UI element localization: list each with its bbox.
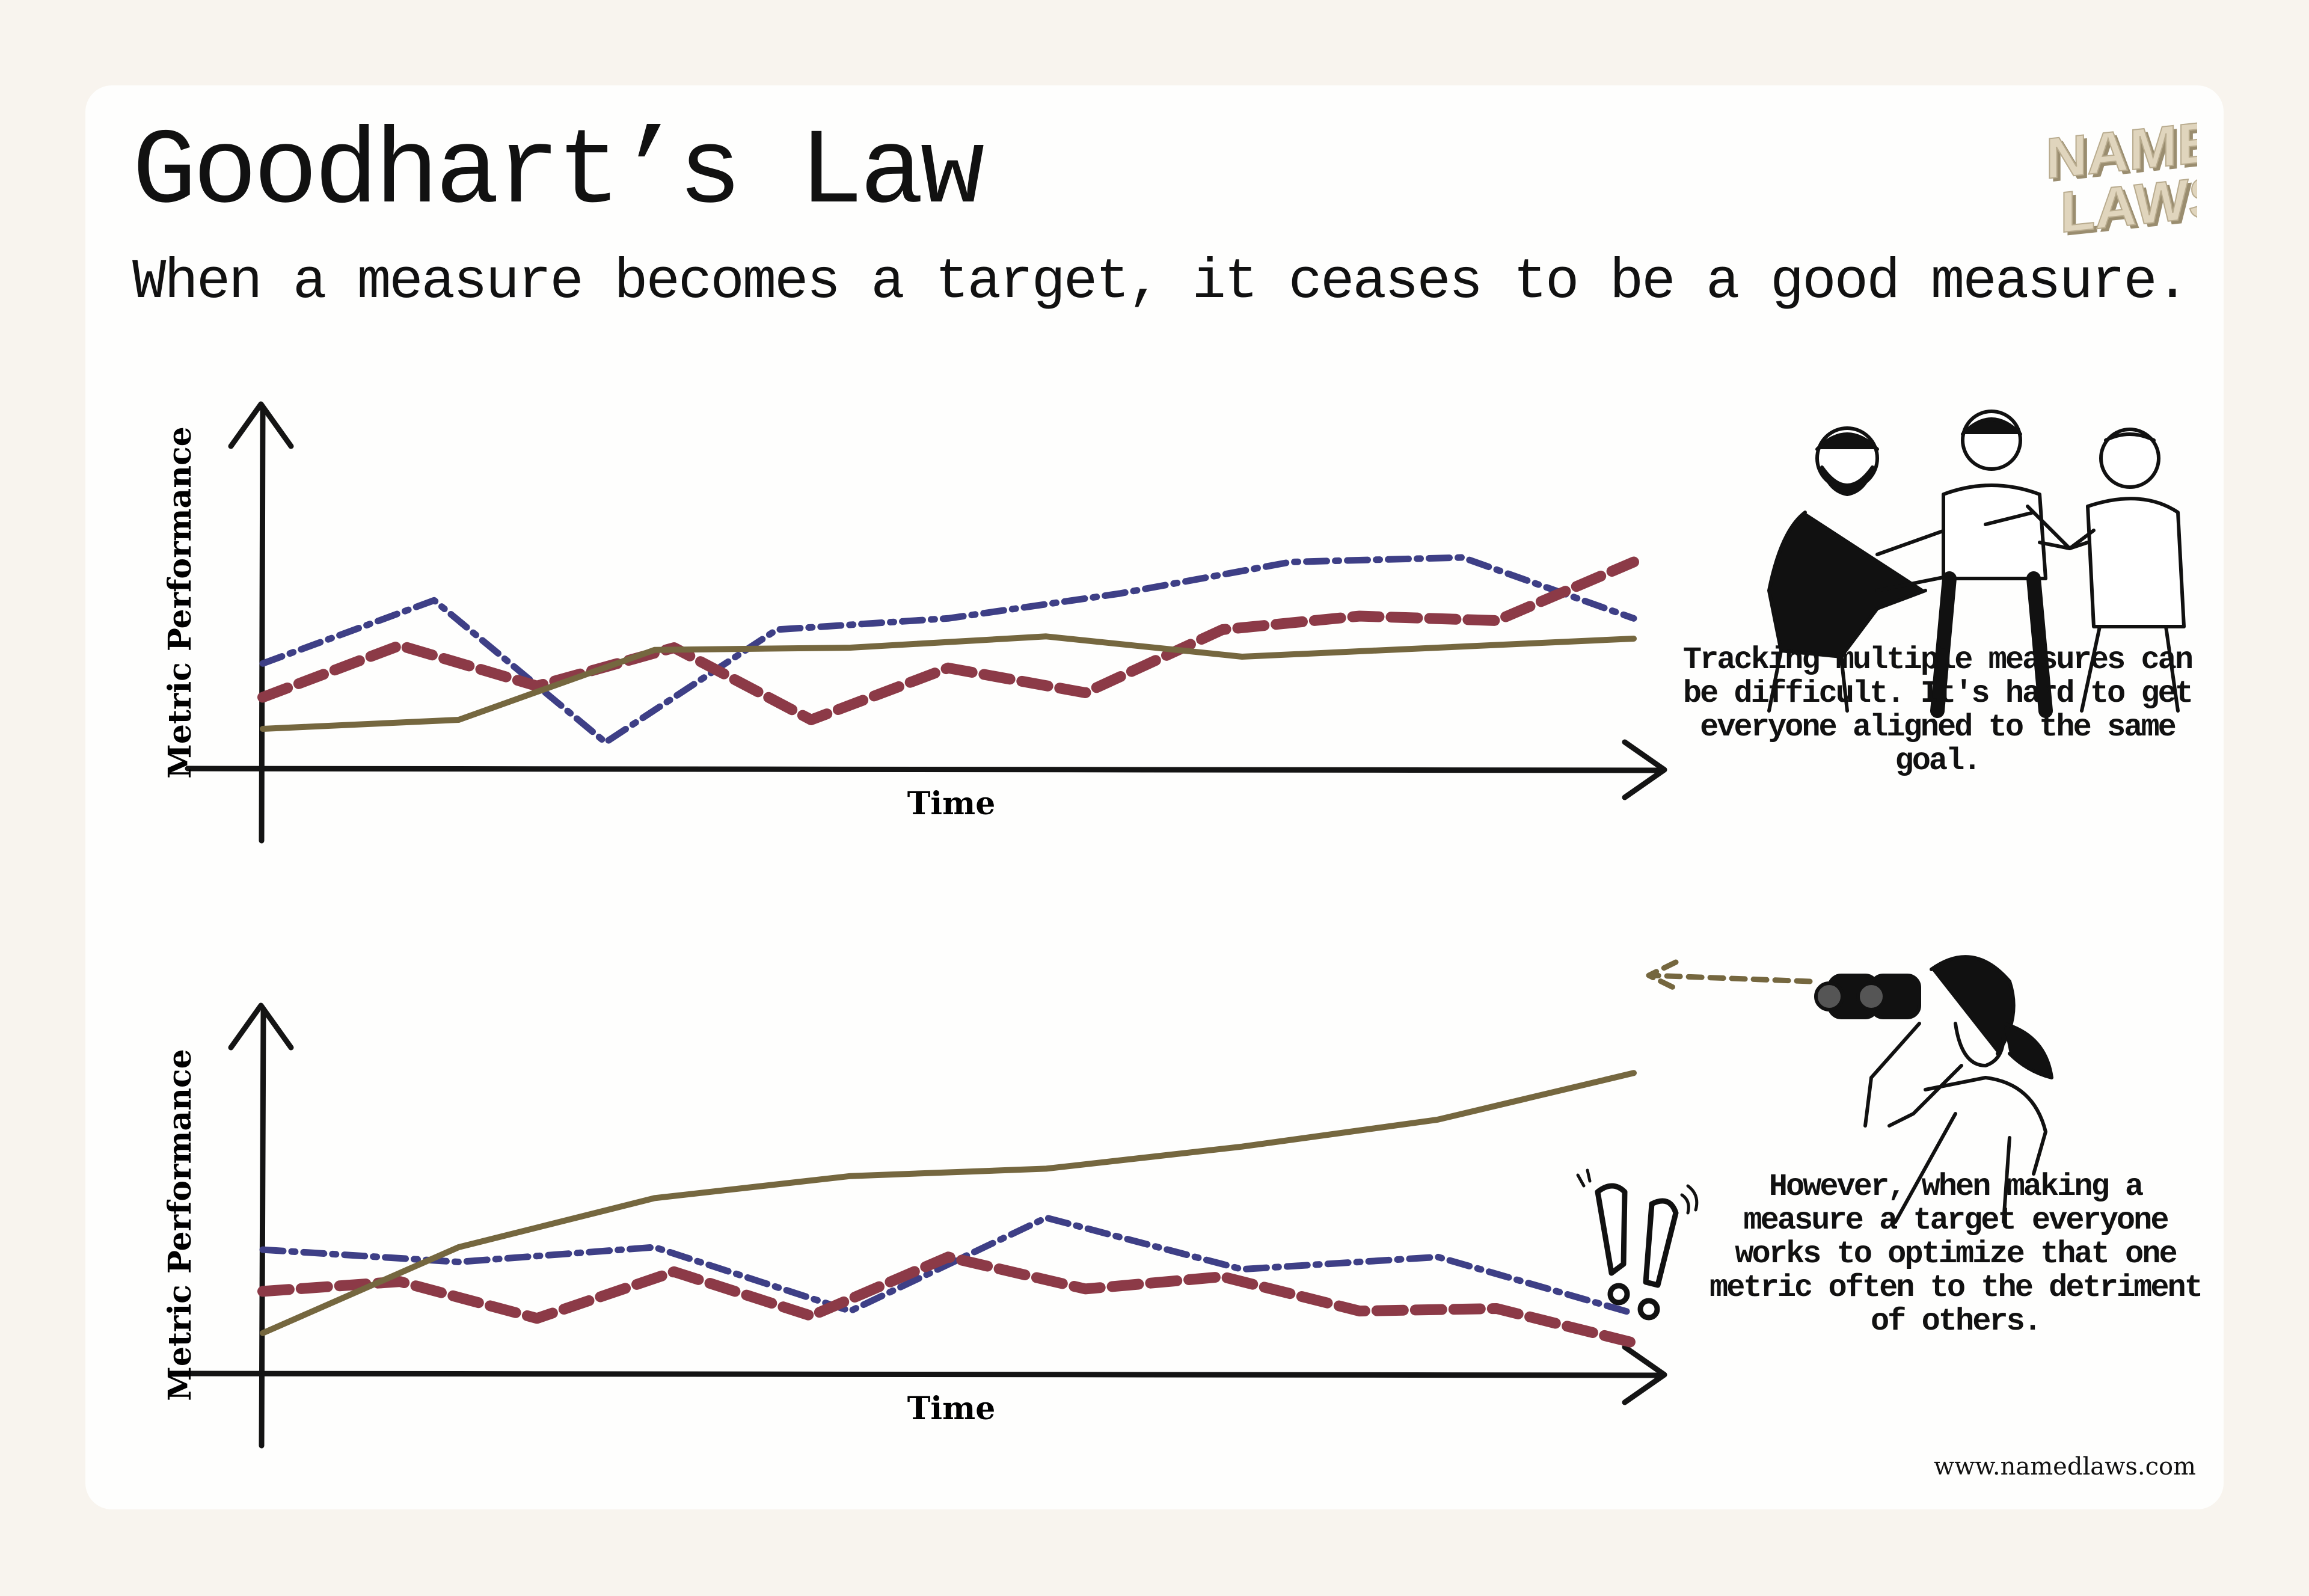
page-subtitle: When a measure becomes a target, it ceas…	[132, 251, 2189, 315]
y-axis-label: Metric Performance	[162, 1049, 198, 1401]
series-line-dashed	[257, 1251, 1639, 1349]
named-laws-logo: NAMED NAMED LAWS LAWS	[2045, 117, 2197, 248]
series-line-solid	[260, 633, 1637, 732]
charts-canvas: Time Metric Performance Time Metric Perf…	[162, 401, 1813, 1449]
x-axis	[185, 1344, 1667, 1405]
y-axis	[228, 401, 294, 844]
x-axis	[185, 739, 1667, 800]
y-axis-label: Metric Performance	[162, 426, 198, 778]
x-axis-label: Time	[907, 785, 996, 822]
x-axis-label: Time	[907, 1390, 996, 1427]
series-line-dash-dot	[259, 1214, 1637, 1317]
double-exclamation-icon	[1576, 1168, 1699, 1321]
series-line-solid	[260, 1070, 1637, 1336]
series-line-dash-dot	[259, 554, 1637, 746]
chart-measure-as-target: Time Metric Performance	[162, 959, 1813, 1449]
group-of-three-people-pointing-illustration	[1767, 410, 2186, 718]
series-line-dashed	[257, 556, 1639, 725]
caption-measure-as-target: However, when making a measure a target …	[1710, 1169, 2203, 1339]
footer-url[interactable]: www.namedlaws.com	[1933, 1453, 2196, 1481]
y-axis	[228, 1002, 294, 1449]
chart-tracking-multiple-measures: Time Metric Performance	[162, 401, 1667, 844]
woman-with-binoculars-illustration	[1814, 955, 2053, 1224]
binocular-gaze-arrow	[1646, 959, 1813, 992]
caption-tracking-multiple-measures: Tracking multiple measures can be diffic…	[1682, 642, 2194, 779]
page-title: Goodhart’s Law	[132, 113, 984, 234]
card: Goodhart’s Law When a measure becomes a …	[85, 85, 2224, 1509]
svg-text:NAMED: NAMED	[2049, 117, 2197, 194]
